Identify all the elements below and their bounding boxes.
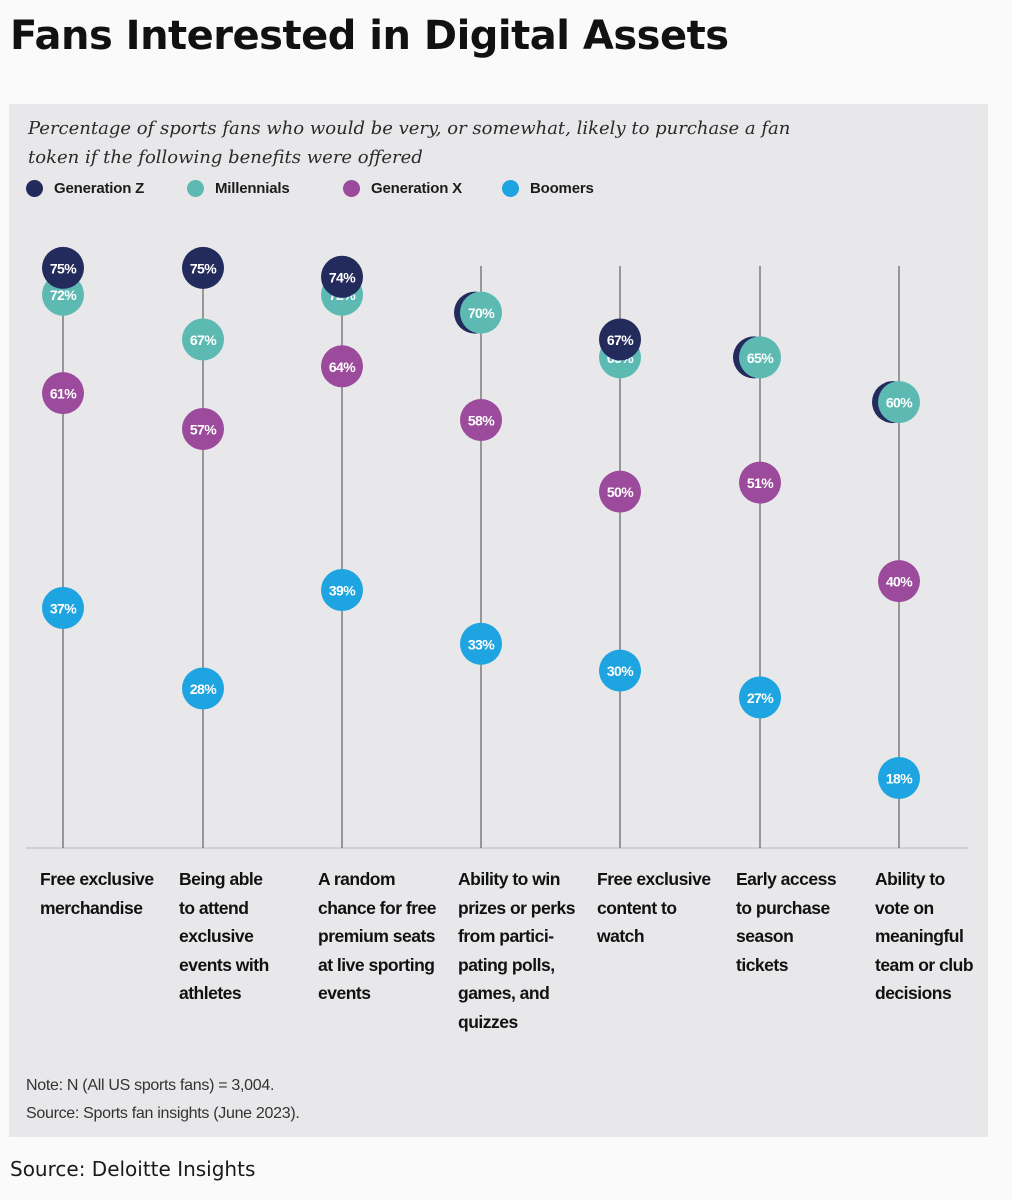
data-label-boomers-4: 33% [468,636,495,652]
category-label-1: Free exclusive merchandise [40,869,154,918]
legend-item-generation-x: Generation X [343,180,462,197]
dot-generation-x-2 [182,407,224,450]
legend-label-boomers: Boomers [530,180,594,197]
data-label-generation-x-4: 58% [468,413,495,429]
legend-swatch-millennials [187,180,204,197]
chart-panel [9,104,988,1137]
dot-generation-x-7 [878,560,920,603]
dot-boomers-5 [599,649,641,692]
dot-boomers-7 [878,757,920,799]
chart-notes: Note: N (All US sports fans) = 3,004. So… [26,1072,300,1128]
legend-item-boomers: Boomers [502,180,594,197]
data-label-generation-x-1: 61% [50,386,77,402]
category-label-4: Ability to win prizes or perks from part… [458,869,576,1032]
data-label-millennials-2: 67% [190,332,217,348]
data-label-millennials-6: 65% [747,350,774,366]
legend-swatch-boomers [502,180,519,197]
data-label-generation-z-5: 67% [607,332,634,348]
chart-subtitle: Percentage of sports fans who would be v… [28,118,791,168]
dot-generation-x-6 [739,461,781,504]
page-source: Source: Deloitte Insights [10,1157,256,1181]
data-label-boomers-7: 18% [886,771,913,787]
dot-generation-x-3 [321,345,363,388]
data-label-generation-z-3: 74% [329,269,356,285]
dot-millennials-6 [739,336,781,379]
dot-boomers-6 [739,676,781,719]
page-title: Fans Interested in Digital Assets [10,13,729,59]
data-label-generation-x-6: 51% [747,475,774,491]
data-label-generation-z-1: 75% [50,260,77,276]
data-source-note: Source: Sports fan insights (June 2023). [26,1105,300,1122]
dot-millennials-2 [182,318,224,361]
legend-label-millennials: Millennials [215,180,290,197]
data-label-boomers-2: 28% [190,681,217,697]
category-label-3: A random chance for free premium seats a… [318,869,436,1003]
data-label-millennials-4: 70% [468,305,495,321]
dot-generation-z-2 [182,246,224,289]
dot-millennials-7 [878,381,920,424]
data-label-generation-x-7: 40% [886,574,913,590]
dot-generation-x-5 [599,470,641,513]
data-label-boomers-6: 27% [747,690,774,706]
data-label-generation-x-2: 57% [190,421,217,437]
sample-size-note: Note: N (All US sports fans) = 3,004. [26,1077,275,1094]
data-label-boomers-5: 30% [607,663,634,679]
data-label-boomers-3: 39% [329,583,356,599]
dot-generation-x-4 [460,399,502,441]
category-label-7: Ability to vote on meaningful team or cl… [875,869,974,1003]
data-label-generation-x-5: 50% [607,484,634,500]
legend-item-generation-z: Generation Z [26,180,144,197]
data-label-generation-x-3: 64% [329,359,356,375]
dot-millennials-4 [460,291,502,334]
dot-boomers-3 [321,569,363,612]
dot-boomers-4 [460,622,502,665]
dot-generation-x-1 [42,372,84,415]
data-label-millennials-1: 72% [50,287,77,303]
legend-swatch-generation-x [343,180,360,197]
category-label-5: Free exclusive content to watch [597,869,711,946]
dot-generation-z-1 [42,246,84,289]
dot-boomers-1 [42,586,84,629]
data-label-generation-z-2: 75% [190,260,217,276]
legend-item-millennials: Millennials [187,180,290,197]
data-label-millennials-7: 60% [886,395,913,411]
legend-label-generation-x: Generation X [371,180,462,197]
dot-boomers-2 [182,667,224,710]
data-label-boomers-1: 37% [50,600,77,616]
category-label-2: Being able to attend exclusive events wi… [179,869,269,1003]
dot-generation-z-5 [599,318,641,361]
category-label-6: Early access to purchase season tickets [736,869,837,975]
legend-swatch-generation-z [26,180,43,197]
legend-label-generation-z: Generation Z [54,180,145,197]
dot-generation-z-3 [321,255,363,298]
